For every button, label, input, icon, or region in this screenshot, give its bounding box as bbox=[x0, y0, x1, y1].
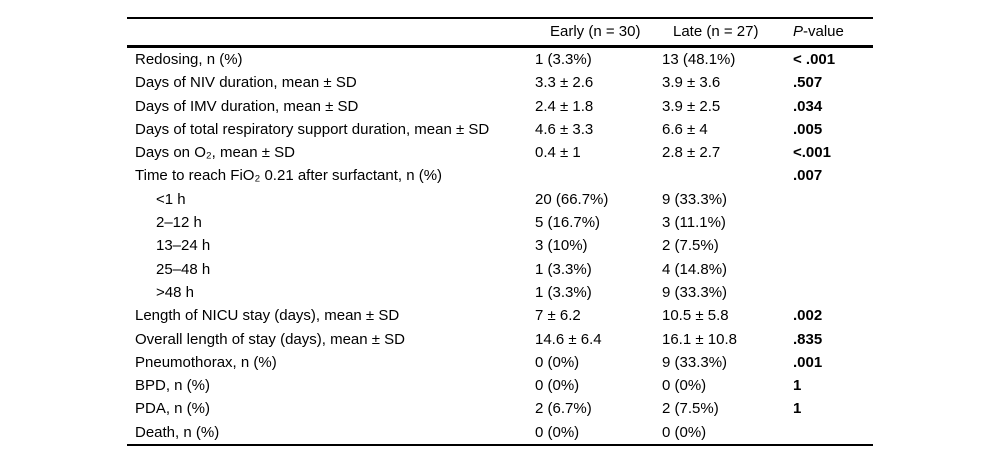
early-value: 1 (3.3%) bbox=[535, 51, 592, 68]
late-value: 4 (14.8%) bbox=[662, 260, 728, 278]
row-label: PDA, n (%) bbox=[135, 400, 211, 418]
early-value: 1 (3.3%) bbox=[535, 283, 592, 301]
table-row: Overall length of stay (days), mean ± SD… bbox=[127, 328, 873, 351]
early-value: 3 (10%) bbox=[535, 237, 588, 255]
early-value: 0 (0%) bbox=[535, 353, 580, 371]
column-header-pvalue: P-value bbox=[791, 19, 873, 45]
column-header-blank bbox=[127, 19, 535, 45]
table-row: Days of total respiratory support durati… bbox=[127, 118, 873, 141]
table-row: 13–24 h 3 (10%) 2 (7.5%) bbox=[127, 234, 873, 257]
table-row: Time to reach FiO₂ 0.21 after surfactant… bbox=[127, 164, 873, 187]
early-value: 4.6 ± 3.3 bbox=[535, 120, 594, 138]
row-label: <1 h bbox=[156, 190, 186, 208]
row-label: BPD, n (%) bbox=[135, 377, 211, 395]
table-row: Redosing, n (%) 1 (3.3%) 13 (48.1%) < .001 bbox=[127, 48, 873, 71]
late-value: 2 (7.5%) bbox=[662, 400, 719, 418]
row-label: Days on O₂, mean ± SD bbox=[135, 144, 295, 162]
p-value: .007 bbox=[793, 167, 823, 185]
late-value: 16.1 ± 10.8 bbox=[662, 330, 737, 348]
row-label: Time to reach FiO₂ 0.21 after surfactant… bbox=[135, 167, 443, 185]
p-value: 1 bbox=[793, 400, 802, 418]
late-value: 9 (33.3%) bbox=[662, 190, 728, 208]
row-label: Overall length of stay (days), mean ± SD bbox=[135, 330, 406, 348]
pvalue-suffix: -value bbox=[803, 23, 844, 40]
late-value: 3.9 ± 2.5 bbox=[662, 97, 721, 115]
table-row: Days of IMV duration, mean ± SD 2.4 ± 1.8… bbox=[127, 95, 873, 118]
pvalue-italic-p: P bbox=[793, 23, 804, 40]
row-label: Days of NIV duration, mean ± SD bbox=[135, 74, 357, 92]
row-label: Days of total respiratory support durati… bbox=[135, 120, 490, 138]
early-value: 7 ± 6.2 bbox=[535, 307, 581, 325]
late-value: 9 (33.3%) bbox=[662, 283, 728, 301]
late-value: 3.9 ± 3.6 bbox=[662, 74, 721, 92]
late-value: 2 (7.5%) bbox=[662, 237, 719, 255]
table-header-row: Early (n = 30) Late (n = 27) P-value bbox=[127, 19, 873, 48]
column-header-early: Early (n = 30) bbox=[550, 23, 641, 40]
p-value: 1 bbox=[793, 377, 802, 395]
p-value bbox=[791, 281, 873, 304]
row-label: Days of IMV duration, mean ± SD bbox=[135, 97, 359, 115]
table-row: BPD, n (%) 0 (0%) 0 (0%) 1 bbox=[127, 374, 873, 397]
table-row: Days of NIV duration, mean ± SD 3.3 ± 2.6… bbox=[127, 71, 873, 94]
early-value: 0 (0%) bbox=[535, 377, 580, 395]
table-body: Redosing, n (%) 1 (3.3%) 13 (48.1%) < .001 D… bbox=[127, 48, 873, 447]
outcomes-table: Early (n = 30) Late (n = 27) P-value Red… bbox=[127, 17, 873, 447]
p-value bbox=[791, 258, 873, 281]
p-value bbox=[791, 188, 873, 211]
p-value: < .001 bbox=[793, 51, 836, 68]
late-value: 10.5 ± 5.8 bbox=[662, 307, 729, 325]
p-value: .002 bbox=[793, 307, 823, 325]
early-value: 0.4 ± 1 bbox=[535, 144, 581, 162]
p-value: .034 bbox=[793, 97, 823, 115]
row-label: Length of NICU stay (days), mean ± SD bbox=[135, 307, 400, 325]
early-value bbox=[535, 164, 662, 187]
table-row: <1 h 20 (66.7%) 9 (33.3%) bbox=[127, 188, 873, 211]
table-row: 25–48 h 1 (3.3%) 4 (14.8%) bbox=[127, 258, 873, 281]
late-value: 3 (11.1%) bbox=[662, 214, 726, 232]
early-value: 0 (0%) bbox=[535, 423, 580, 441]
p-value: .835 bbox=[793, 330, 823, 348]
row-label: 13–24 h bbox=[156, 237, 211, 255]
row-label: 25–48 h bbox=[156, 260, 211, 278]
column-header-late: Late (n = 27) bbox=[673, 23, 759, 40]
p-value bbox=[791, 211, 873, 234]
early-value: 14.6 ± 6.4 bbox=[535, 330, 602, 348]
table-row: >48 h 1 (3.3%) 9 (33.3%) bbox=[127, 281, 873, 304]
early-value: 20 (66.7%) bbox=[535, 190, 609, 208]
p-value: .005 bbox=[793, 120, 823, 138]
early-value: 2.4 ± 1.8 bbox=[535, 97, 594, 115]
early-value: 5 (16.7%) bbox=[535, 214, 601, 232]
table-row: Pneumothorax, n (%) 0 (0%) 9 (33.3%) .001 bbox=[127, 351, 873, 374]
row-label: >48 h bbox=[156, 283, 194, 301]
row-label: Pneumothorax, n (%) bbox=[135, 353, 277, 371]
table-row: 2–12 h 5 (16.7%) 3 (11.1%) bbox=[127, 211, 873, 234]
late-value: 0 (0%) bbox=[662, 423, 707, 441]
p-value bbox=[791, 421, 873, 444]
table-row: Death, n (%) 0 (0%) 0 (0%) bbox=[127, 421, 873, 444]
late-value: 0 (0%) bbox=[662, 377, 707, 395]
early-value: 3.3 ± 2.6 bbox=[535, 74, 594, 92]
row-label: Death, n (%) bbox=[135, 423, 220, 441]
late-value bbox=[662, 164, 791, 187]
p-value: .507 bbox=[793, 74, 823, 92]
early-value: 2 (6.7%) bbox=[535, 400, 592, 418]
row-label: Redosing, n (%) bbox=[135, 51, 243, 68]
late-value: 2.8 ± 2.7 bbox=[662, 144, 721, 162]
table-row: PDA, n (%) 2 (6.7%) 2 (7.5%) 1 bbox=[127, 397, 873, 420]
late-value: 9 (33.3%) bbox=[662, 353, 728, 371]
table-row: Length of NICU stay (days), mean ± SD 7 ±… bbox=[127, 304, 873, 327]
table-row: Days on O₂, mean ± SD 0.4 ± 1 2.8 ± 2.7 <.0… bbox=[127, 141, 873, 164]
p-value bbox=[791, 234, 873, 257]
p-value: .001 bbox=[793, 353, 823, 371]
late-value: 13 (48.1%) bbox=[662, 51, 736, 68]
row-label: 2–12 h bbox=[156, 214, 202, 232]
p-value: <.001 bbox=[793, 144, 831, 162]
early-value: 1 (3.3%) bbox=[535, 260, 592, 278]
late-value: 6.6 ± 4 bbox=[662, 120, 708, 138]
